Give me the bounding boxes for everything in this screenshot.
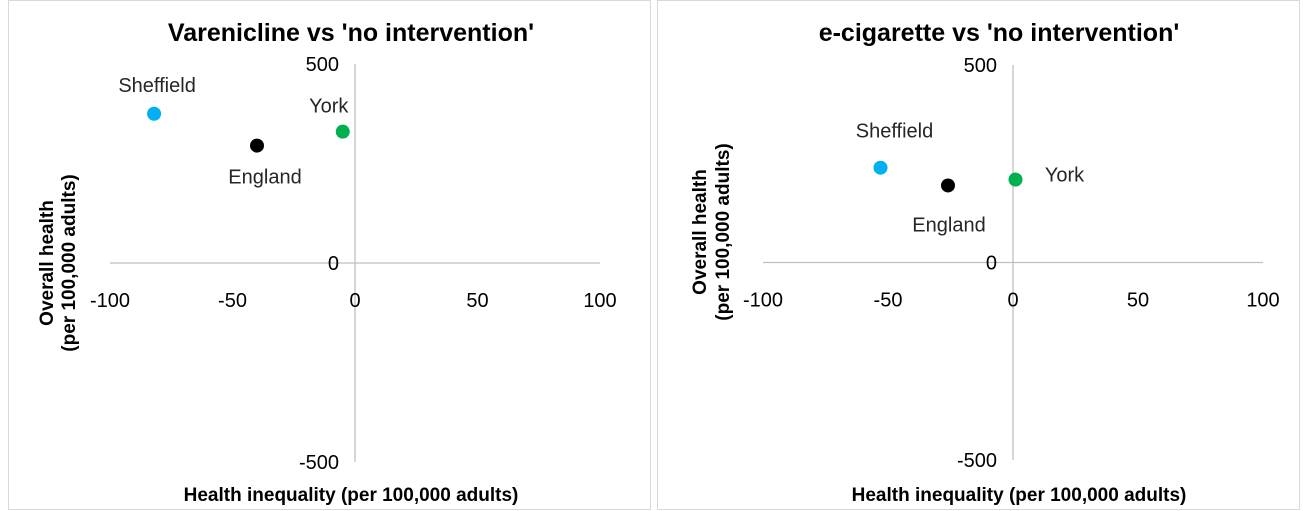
x-tick-label: -100	[743, 290, 783, 312]
point-label-sheffield: Sheffield	[118, 75, 195, 97]
x-tick-label: 50	[466, 290, 488, 312]
y-tick-label: 500	[964, 55, 997, 77]
x-axis-title: Health inequality (per 100,000 adults)	[184, 485, 519, 506]
point-york	[335, 124, 350, 139]
point-york	[1008, 172, 1023, 187]
y-tick-label: 0	[328, 253, 339, 275]
point-label-sheffield: Sheffield	[856, 121, 933, 143]
x-tick-label: 100	[1246, 290, 1279, 312]
x-tick-label: 0	[349, 290, 360, 312]
x-tick-label: -50	[874, 290, 903, 312]
x-tick-label: 0	[1007, 290, 1018, 312]
point-label-york: York	[309, 96, 349, 118]
point-sheffield	[147, 106, 162, 121]
x-axis-title: Health inequality (per 100,000 adults)	[852, 485, 1187, 506]
y-axis-title-line1: Overall health	[37, 200, 58, 326]
y-tick-label: 0	[986, 253, 997, 275]
point-label-england: England	[228, 167, 301, 189]
chart-panel-e-cigarette: e-cigarette vs 'no intervention' -100 -5…	[657, 0, 1300, 510]
x-tick-label: 50	[1127, 290, 1149, 312]
y-tick-label: -500	[957, 450, 997, 472]
y-tick-label: 500	[306, 54, 339, 76]
chart-title: Varenicline vs 'no intervention'	[168, 19, 534, 47]
chart-svg: e-cigarette vs 'no intervention' -100 -5…	[690, 19, 1280, 506]
chart-title: e-cigarette vs 'no intervention'	[819, 19, 1180, 47]
point-label-york: York	[1045, 165, 1085, 187]
y-axis-title-line2: (per 100,000 adults)	[713, 143, 734, 320]
x-tick-label: 100	[583, 290, 616, 312]
point-england	[250, 138, 264, 153]
chart-svg: Varenicline vs 'no intervention' -100 -5…	[37, 19, 617, 506]
y-axis-title-line1: Overall health	[690, 169, 711, 295]
x-tick-label: -100	[90, 290, 130, 312]
point-sheffield	[873, 160, 888, 175]
chart-panel-varenicline: Varenicline vs 'no intervention' -100 -5…	[8, 0, 651, 510]
point-label-england: England	[912, 214, 985, 236]
point-england	[941, 178, 955, 193]
y-tick-label: -500	[299, 452, 339, 474]
y-axis-title-line2: (per 100,000 adults)	[59, 174, 80, 351]
x-tick-label: -50	[218, 290, 247, 312]
